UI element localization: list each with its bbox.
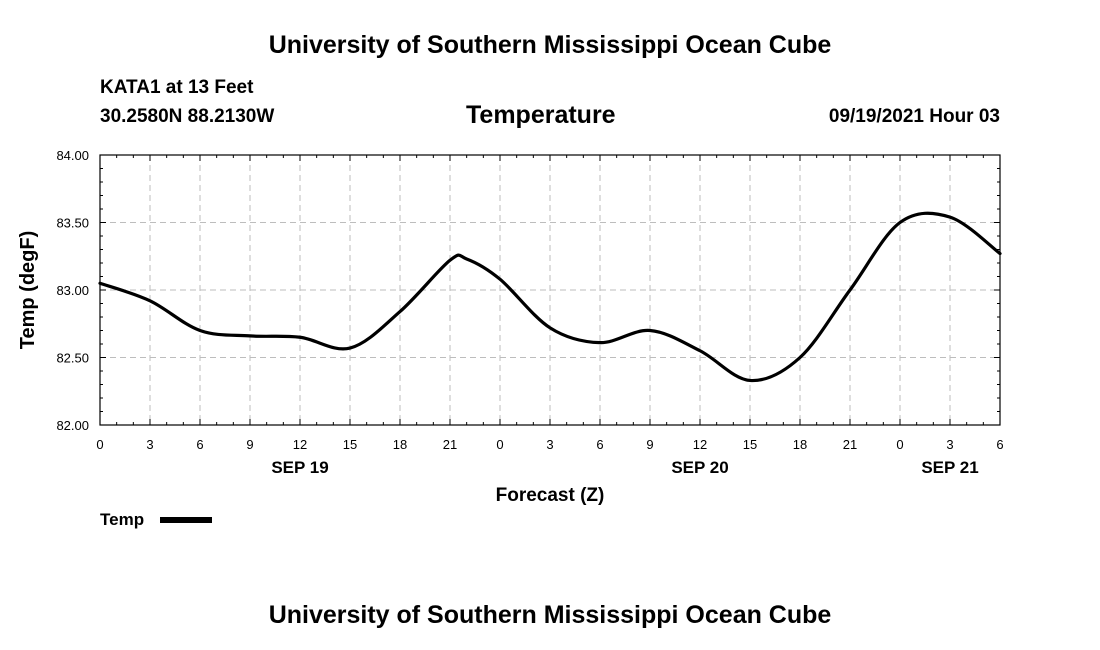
x-tick-label: 3 [546, 437, 553, 452]
y-tick-label: 84.00 [56, 148, 89, 163]
y-axis-label: Temp (degF) [17, 231, 39, 350]
x-tick-label: 0 [496, 437, 503, 452]
x-tick-label: 9 [246, 437, 253, 452]
x-tick-label: 0 [896, 437, 903, 452]
x-tick-label: 6 [196, 437, 203, 452]
y-tick-label: 82.50 [56, 351, 89, 366]
footer-title: University of Southern Mississippi Ocean… [268, 601, 832, 629]
legend-label: Temp [100, 510, 144, 529]
x-tick-label: 9 [646, 437, 653, 452]
series-line-temp [98, 211, 1002, 383]
y-tick-label: 82.00 [56, 418, 89, 433]
page-title: University of Southern Mississippi Ocean… [268, 31, 832, 59]
station-label: KATA1 at 13 Feet [100, 77, 254, 98]
date-label: SEP 21 [921, 458, 978, 477]
x-tick-label: 18 [393, 437, 407, 452]
x-tick-label: 6 [996, 437, 1003, 452]
x-tick-label: 6 [596, 437, 603, 452]
x-tick-label: 12 [293, 437, 307, 452]
x-tick-label: 15 [343, 437, 357, 452]
x-tick-label: 21 [843, 437, 857, 452]
y-tick-label: 83.00 [56, 283, 89, 298]
x-tick-label: 15 [743, 437, 757, 452]
station-coordinates: 30.2580N 88.2130W [100, 106, 275, 127]
x-tick-label: 3 [146, 437, 153, 452]
forecast-timestamp: 09/19/2021 Hour 03 [828, 106, 1000, 127]
x-tick-label: 18 [793, 437, 807, 452]
x-tick-label: 0 [96, 437, 103, 452]
x-tick-label: 12 [693, 437, 707, 452]
chart-title: Temperature [466, 101, 616, 129]
date-label: SEP 19 [271, 458, 328, 477]
y-tick-label: 83.50 [56, 216, 89, 231]
x-tick-label: 21 [443, 437, 457, 452]
date-label: SEP 20 [671, 458, 728, 477]
x-tick-label: 3 [946, 437, 953, 452]
x-axis-label: Forecast (Z) [496, 485, 605, 506]
